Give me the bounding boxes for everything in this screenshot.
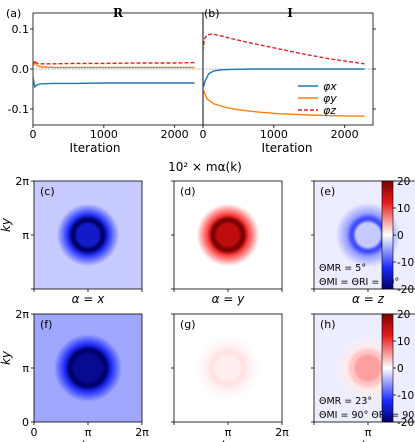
heatmap-note: ΘMR = 5°: [319, 263, 366, 274]
panel-a-ytick-label: 0.0: [12, 63, 30, 76]
colorbar-tick-label: 10: [397, 336, 410, 348]
panel-b-xtick-label: 1000: [260, 128, 288, 141]
panel-a-xtick-label: 2000: [161, 128, 189, 141]
panel-b-xlabel: Iteration: [262, 141, 313, 155]
heatmap-panel-label: (g): [180, 318, 196, 331]
colorbar-tick-label: -20: [397, 284, 414, 296]
panel-a-ytick-label: 0.1: [12, 23, 30, 36]
colorbar-tick-label: 20: [397, 309, 410, 321]
heatmap-xtick-label: π: [85, 426, 92, 439]
panel-a-label: (a): [6, 7, 21, 20]
heatmap-xtick-label: 0: [31, 426, 38, 439]
panel-b-series-2: [203, 33, 365, 65]
heatmap-panel-label: (e): [320, 185, 335, 198]
colorbar-tick-label: -10: [397, 390, 414, 402]
heatmap-field: [174, 314, 282, 422]
colorbar-tick-label: 0: [397, 230, 404, 242]
panel-b-series-1: [203, 86, 365, 117]
colorbars: 20 10 0 -10 -20 20 10 0 -10 -20: [381, 176, 414, 429]
panel-a-xlabel: Iteration: [70, 141, 121, 155]
heatmap-panel-3: (f): [31, 313, 143, 425]
heatmap-panel-4: (g): [171, 313, 283, 425]
panel-a-series-2: [33, 59, 195, 66]
heatmap-xtick-label: 2π: [135, 426, 149, 439]
heatmap-note: ΘMR = 23°: [319, 396, 372, 407]
panel-b-xtick-label: 2000: [331, 128, 359, 141]
panel-b-label: (b): [204, 7, 220, 20]
colorbar-tick-label: 10: [397, 203, 410, 215]
colorbar: [381, 180, 394, 290]
heatmap-ytick-label: 2π: [15, 175, 29, 188]
panel-b-xtick-label: 0: [200, 128, 207, 141]
legend-label-2: φz: [323, 104, 336, 117]
heatmap-field: [34, 181, 142, 289]
panel-a-axes: 0 1000 2000 -0.1 0.0 0.1: [8, 23, 189, 141]
heatmap-field: [314, 181, 415, 289]
heatmap-ytick-label: 0: [22, 416, 29, 429]
panel-b-series-0: [203, 68, 365, 90]
heatmap-panel-label: (d): [180, 185, 196, 198]
panel-a-series-0: [33, 76, 195, 89]
panel-a-xtick-label: 1000: [90, 128, 118, 141]
colorbar: [381, 313, 394, 423]
legend-label-1: φy: [323, 92, 337, 105]
heatmap-panel-label: (h): [320, 318, 336, 331]
panel-a-ytick-label: -0.1: [8, 103, 29, 116]
heatmap-note: ΘMI = ΘRI = 90°: [319, 277, 399, 288]
heatmap-panel-label: (c): [40, 185, 55, 198]
heatmap-ytick-label: 2π: [15, 308, 29, 321]
heatmap-grid: (c) (d) (e) ΘMR = 5° ΘMI = ΘRI = 90° (f) (g) (h…: [0, 175, 415, 442]
panel-a-series: [33, 59, 203, 89]
heatmap-xlabel: kx: [361, 439, 376, 442]
heatmap-field: [314, 314, 415, 422]
panel-b-series: [203, 33, 373, 117]
heatmap-ylabel: ky: [0, 217, 13, 232]
heatmap-column-label: α = y: [212, 292, 246, 306]
heatmap-field: [34, 314, 142, 422]
panel-a-title: R: [113, 6, 124, 20]
panel-a: (a) R 0 1000 2000 -0.1 0.0 0.1 Iteration: [6, 6, 204, 155]
heatmap-ytick-label: π: [22, 362, 29, 375]
heatmap-note: ΘMI = 90° ΘRI = 90.6°: [319, 410, 415, 421]
heatmap-panel-5: (h) ΘMR = 23° ΘMI = 90° ΘRI = 90.6°: [311, 313, 415, 425]
colorbar-tick-label: 0: [397, 363, 404, 375]
panel-b-title: I: [287, 6, 293, 20]
legend-label-0: φx: [323, 80, 337, 93]
colorbar-tick-label: -10: [397, 257, 414, 269]
colorbar-tick-label: -20: [397, 417, 414, 429]
heatmap-panel-2: (e) ΘMR = 5° ΘMI = ΘRI = 90°: [311, 180, 415, 292]
heatmap-ylabel: ky: [0, 350, 13, 365]
heatmap-xtick-label: π: [365, 426, 372, 439]
heatmap-panel-1: (d): [171, 180, 283, 292]
heatmap-xtick-label: 2π: [275, 426, 289, 439]
panel-a-xtick-label: 0: [30, 128, 37, 141]
heatmap-column-label: α = x: [72, 292, 106, 306]
panel-a-series-1: [33, 60, 195, 69]
heatmap-panel-label: (f): [40, 318, 52, 331]
heatmap-panel-0: (c): [31, 180, 143, 292]
heatmap-field: [174, 181, 282, 289]
panel-b-axes: 0 1000 2000: [200, 28, 376, 141]
heatmap-xlabel: kx: [81, 439, 96, 442]
heatmap-xtick-label: π: [225, 426, 232, 439]
heatmap-xlabel: kx: [221, 439, 236, 442]
colorbar-tick-label: 20: [397, 176, 410, 188]
heatmap-column-label: α = z: [352, 292, 385, 306]
heatmap-title: 10² × mα(k): [168, 160, 242, 174]
heatmap-ytick-label: π: [22, 229, 29, 242]
